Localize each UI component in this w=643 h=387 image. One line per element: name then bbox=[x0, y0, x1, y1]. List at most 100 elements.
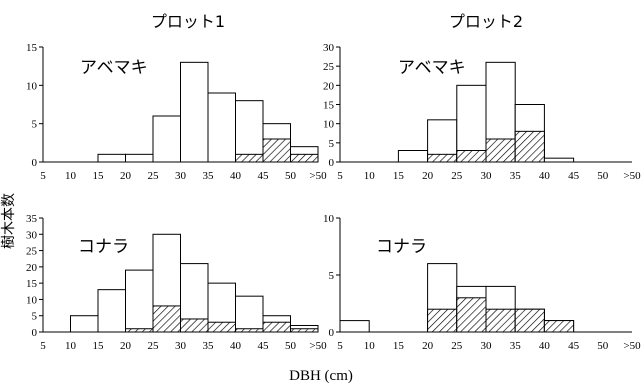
y-tick-label: 25 bbox=[26, 246, 38, 258]
y-tick-label: 5 bbox=[32, 311, 38, 323]
x-tick-label: 30 bbox=[175, 340, 187, 352]
x-tick-label: 25 bbox=[148, 170, 160, 182]
x-tick-label: 30 bbox=[481, 170, 493, 182]
hatched-bar bbox=[152, 305, 181, 333]
hatched-bar bbox=[180, 318, 209, 333]
x-tick-label: 15 bbox=[393, 340, 405, 352]
y-tick-label: 10 bbox=[323, 119, 335, 131]
y-tick-label: 35 bbox=[26, 213, 38, 225]
total-bar bbox=[152, 115, 181, 163]
x-tick-label: 5 bbox=[40, 170, 46, 182]
x-tick-label: 45 bbox=[568, 170, 580, 182]
x-tick-label: 50 bbox=[597, 340, 609, 352]
y-axis-label: 樹木本数 bbox=[1, 193, 17, 249]
hatched-bar bbox=[262, 321, 291, 333]
y-tick-label: 30 bbox=[26, 229, 38, 241]
x-tick-label: 50 bbox=[285, 340, 297, 352]
x-tick-label: 10 bbox=[364, 340, 376, 352]
total-bar bbox=[97, 289, 126, 333]
x-tick-label: 40 bbox=[539, 170, 551, 182]
y-tick-label: 20 bbox=[323, 80, 335, 92]
column-title-plot2: プロット2 bbox=[449, 12, 523, 31]
total-bar bbox=[125, 153, 154, 163]
x-axis-label: DBH (cm) bbox=[289, 368, 353, 384]
hatched-bar bbox=[514, 130, 545, 163]
y-tick-label: 30 bbox=[323, 42, 335, 54]
x-tick-label: 35 bbox=[203, 340, 215, 352]
y-tick-label: 0 bbox=[329, 157, 335, 169]
x-tick-label: 45 bbox=[258, 340, 270, 352]
hatched-bar bbox=[514, 308, 545, 333]
hatched-bar bbox=[543, 320, 575, 333]
total-bar bbox=[397, 150, 429, 163]
column-title-plot1: プロット1 bbox=[151, 12, 225, 31]
x-tick-label: 5 bbox=[337, 170, 343, 182]
species-label: アベマキ bbox=[80, 58, 148, 78]
species-label: アベマキ bbox=[398, 58, 466, 78]
x-tick-label: 35 bbox=[510, 170, 522, 182]
x-tick-label: 30 bbox=[175, 170, 187, 182]
x-tick-label: 20 bbox=[422, 170, 434, 182]
x-tick-label: 30 bbox=[481, 340, 493, 352]
hatched-bar bbox=[125, 328, 154, 333]
y-tick-label: 20 bbox=[26, 262, 38, 274]
hatched-bar bbox=[207, 321, 236, 333]
x-tick-label: 20 bbox=[422, 340, 434, 352]
total-bar bbox=[180, 61, 209, 163]
x-tick-label: 25 bbox=[451, 170, 463, 182]
y-tick-label: 0 bbox=[32, 327, 38, 339]
x-tick-label: >50 bbox=[623, 170, 641, 182]
x-tick-label: 50 bbox=[597, 170, 609, 182]
x-tick-label: 25 bbox=[451, 340, 463, 352]
hatched-bar bbox=[456, 150, 487, 163]
x-tick-label: 10 bbox=[65, 340, 77, 352]
x-tick-label: 15 bbox=[93, 170, 105, 182]
total-bar bbox=[97, 153, 126, 163]
total-bar bbox=[70, 315, 99, 333]
y-tick-label: 25 bbox=[323, 61, 335, 73]
y-tick-label: 5 bbox=[32, 119, 38, 131]
hatched-bar bbox=[427, 308, 458, 333]
total-bar bbox=[543, 157, 575, 163]
x-tick-label: >50 bbox=[309, 170, 327, 182]
y-tick-label: 15 bbox=[323, 100, 335, 112]
hatched-bar bbox=[235, 153, 264, 163]
species-label: コナラ bbox=[78, 237, 129, 257]
total-bar bbox=[235, 295, 264, 333]
x-tick-label: 50 bbox=[285, 170, 297, 182]
x-tick-label: 15 bbox=[393, 170, 405, 182]
hatched-bar bbox=[262, 138, 291, 163]
x-tick-label: 40 bbox=[539, 340, 551, 352]
hatched-bar bbox=[290, 328, 319, 333]
x-tick-label: 35 bbox=[510, 340, 522, 352]
y-tick-label: 0 bbox=[32, 157, 38, 169]
x-tick-label: 25 bbox=[148, 340, 160, 352]
x-tick-label: 10 bbox=[364, 170, 376, 182]
x-tick-label: 40 bbox=[230, 340, 242, 352]
y-tick-label: 10 bbox=[323, 213, 335, 225]
y-tick-label: 5 bbox=[329, 138, 335, 150]
y-tick-label: 5 bbox=[329, 270, 335, 282]
y-tick-label: 10 bbox=[26, 80, 38, 92]
y-tick-label: 15 bbox=[26, 278, 38, 290]
x-tick-label: 20 bbox=[120, 340, 132, 352]
hatched-bar bbox=[485, 138, 516, 163]
x-tick-label: >50 bbox=[623, 340, 641, 352]
y-tick-label: 0 bbox=[329, 327, 335, 339]
hatched-bar bbox=[456, 297, 487, 333]
x-tick-label: 40 bbox=[230, 170, 242, 182]
x-tick-label: 45 bbox=[568, 340, 580, 352]
y-tick-label: 10 bbox=[26, 294, 38, 306]
total-bar bbox=[125, 269, 154, 333]
x-tick-label: 5 bbox=[40, 340, 46, 352]
hatched-bar bbox=[290, 153, 319, 163]
hatched-bar bbox=[485, 308, 516, 333]
x-tick-label: >50 bbox=[309, 340, 327, 352]
x-tick-label: 45 bbox=[258, 170, 270, 182]
x-tick-label: 15 bbox=[93, 340, 105, 352]
x-tick-label: 10 bbox=[65, 170, 77, 182]
total-bar bbox=[339, 320, 370, 333]
